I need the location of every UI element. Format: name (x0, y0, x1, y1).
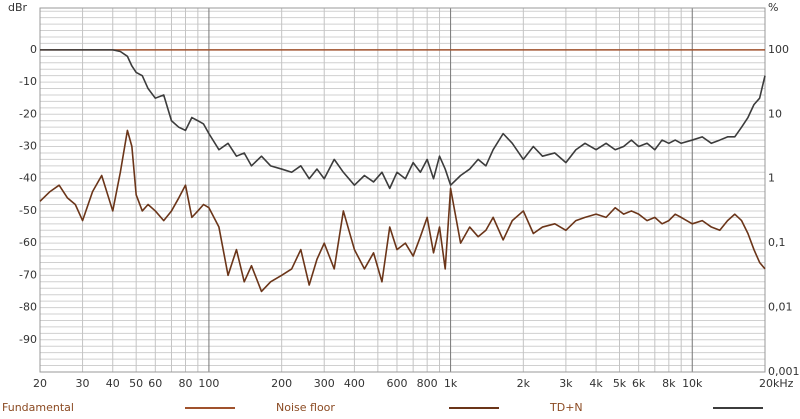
legend-label: Noise floor (276, 401, 335, 414)
y-axis-label: dBr (8, 1, 28, 14)
y2-tick-label: 0,001 (768, 365, 800, 378)
x-tick-label: 400 (344, 377, 365, 390)
y2-tick-label: 10 (768, 107, 782, 120)
y2-tick-label: 100 (768, 43, 789, 56)
legend-label: TD+N (549, 401, 583, 414)
x-tick-label: 3k (559, 377, 573, 390)
x-tick-label: 1k (444, 377, 458, 390)
y-tick-label: -50 (19, 204, 37, 217)
y-tick-label: -80 (19, 301, 37, 314)
plot-frame (39, 7, 766, 373)
series-line (40, 49, 766, 190)
y-tick-label: 0 (30, 43, 37, 56)
legend: Fundamental Noise floor TD+N (2, 401, 763, 414)
x-tick-label: 60 (148, 377, 162, 390)
y2-tick-label: 0,1 (768, 236, 786, 249)
y-tick-label: -70 (19, 268, 37, 281)
x-tick-label: 600 (386, 377, 407, 390)
y-tick-label: -90 (19, 333, 37, 346)
x-tick-label: 800 (417, 377, 438, 390)
x-tick-label: 8k (662, 377, 676, 390)
x-tick-label: 20kHz (759, 377, 794, 390)
x-tick-label: 30 (76, 377, 90, 390)
x-tick-label: 4k (589, 377, 603, 390)
x-tick-label: 50 (129, 377, 143, 390)
x-tick-label: 300 (314, 377, 335, 390)
y-tick-label: -30 (19, 140, 37, 153)
legend-label: Fundamental (2, 401, 74, 414)
x-tick-label: 80 (178, 377, 192, 390)
y2-tick-label: 1 (768, 172, 775, 185)
x-tick-label: 20 (33, 377, 47, 390)
y2-axis-label: % (768, 1, 778, 14)
series-line (39, 129, 766, 293)
y-tick-label: -60 (19, 236, 37, 249)
x-tick-label: 5k (613, 377, 627, 390)
x-tick-label: 200 (271, 377, 292, 390)
y-tick-label: -40 (19, 172, 37, 185)
x-tick-label: 6k (632, 377, 646, 390)
x-tick-label: 2k (517, 377, 531, 390)
x-tick-label: 10k (682, 377, 703, 390)
y2-tick-label: 0,01 (768, 301, 793, 314)
x-tick-label: 100 (198, 377, 219, 390)
y-tick-label: -10 (19, 75, 37, 88)
y-tick-label: -20 (19, 107, 37, 120)
x-tick-label: 40 (106, 377, 120, 390)
